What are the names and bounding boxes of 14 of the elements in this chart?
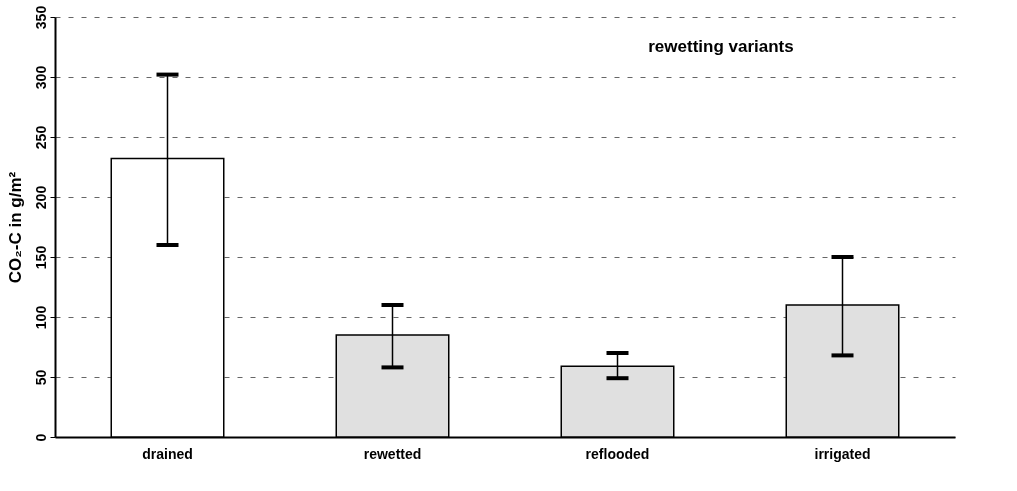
x-tick-label: irrigated	[814, 445, 871, 462]
y-tick-label: 250	[32, 125, 49, 150]
x-tick-label: rewetted	[363, 445, 422, 462]
y-axis-title: CO₂-C in g/m²	[5, 171, 25, 284]
x-tick-label: drained	[142, 445, 193, 462]
y-tick-label: 200	[32, 185, 49, 210]
y-tick-label: 0	[32, 433, 49, 442]
y-tick-label: 350	[32, 5, 49, 30]
y-tick-label: 100	[32, 305, 49, 330]
y-tick-label: 300	[32, 65, 49, 90]
x-tick-label: reflooded	[585, 445, 650, 462]
y-tick-label: 50	[32, 369, 49, 386]
y-tick-label: 150	[32, 245, 49, 270]
annotation: rewetting variants	[648, 37, 794, 56]
